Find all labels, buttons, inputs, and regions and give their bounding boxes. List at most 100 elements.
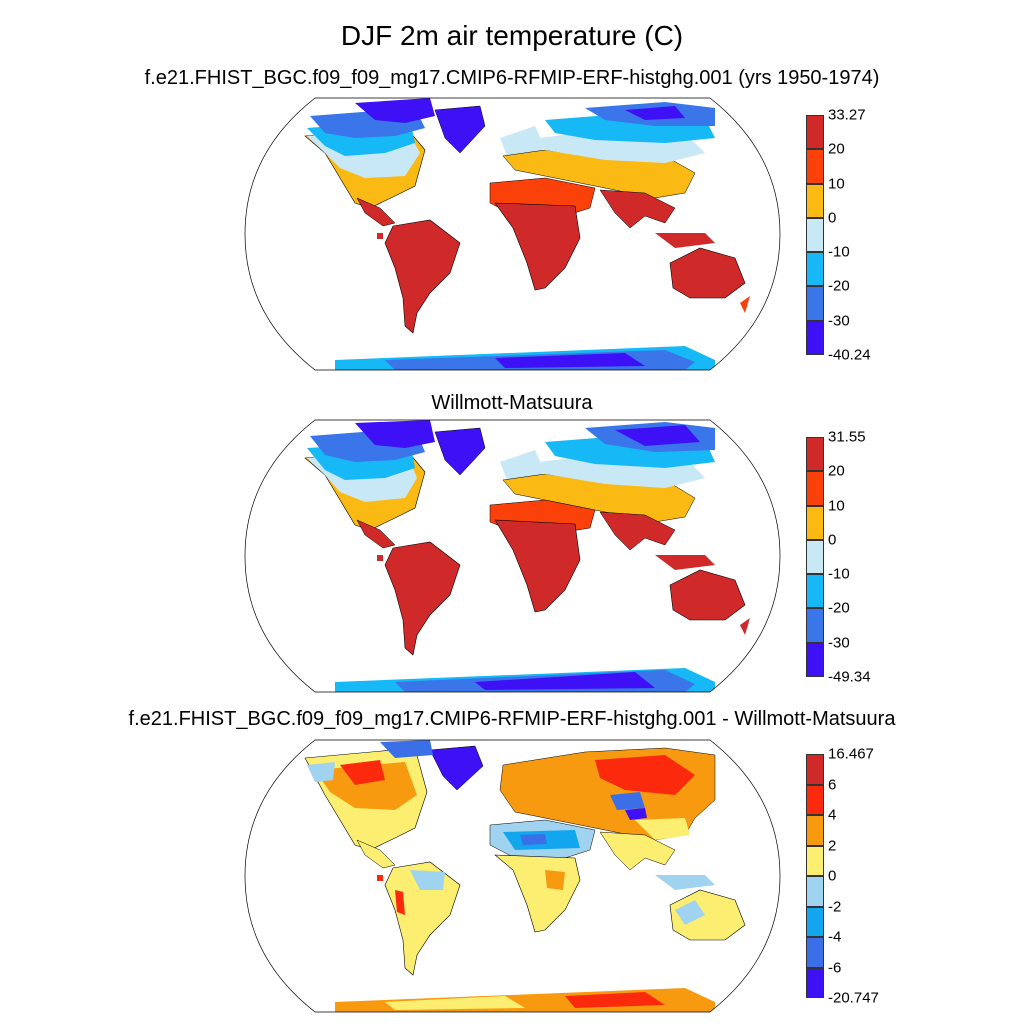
colorbar-swatch: [806, 320, 824, 355]
colorbar-swatch: [806, 115, 824, 150]
colorbar-swatch: [806, 471, 824, 506]
sahara-cold: [520, 834, 547, 845]
colorbar-label: 0: [828, 867, 837, 885]
north-america-hot: [340, 760, 385, 785]
colorbar-label: -49.34: [828, 668, 871, 686]
map-model-temperature: [244, 97, 781, 371]
colorbar-swatch: [806, 437, 824, 472]
colorbar-label: 20: [828, 140, 845, 158]
antarctica-core: [495, 353, 645, 368]
colorbar-swatch: [806, 642, 824, 677]
colorbar-swatch: [806, 608, 824, 643]
colorbar-swatch: [806, 937, 824, 968]
colorbar-label: -30: [828, 634, 850, 652]
siberia-hot: [595, 755, 695, 795]
south-america: [384, 219, 461, 334]
colorbar-swatch: [806, 217, 824, 253]
indonesia: [655, 875, 715, 890]
colorbar-swatch: [806, 906, 824, 937]
colorbar-swatch: [806, 183, 824, 218]
colorbar-label: -20: [828, 599, 850, 617]
south-america: [384, 861, 461, 976]
australia: [669, 889, 746, 941]
colorbar-label: -20.747: [828, 989, 879, 1007]
india-seasia: [599, 831, 676, 871]
colorbar-label: 0: [828, 209, 837, 227]
colorbar-label: 20: [828, 462, 845, 480]
colorbar-label: 4: [828, 806, 837, 824]
colorbar-label: -2: [828, 898, 842, 915]
new-zealand: [740, 618, 750, 635]
colorbar-swatch: [806, 967, 824, 998]
colorbar-swatch: [806, 149, 824, 184]
africa-south: [494, 202, 581, 291]
australia: [669, 247, 746, 299]
south-america: [384, 541, 461, 656]
indonesia: [655, 555, 715, 570]
colorbar-swatch: [806, 539, 824, 575]
colorbar-difference: -20.747 -6 -4 -2 0 2 4 6 16.467: [806, 746, 879, 1007]
colorbar-observed: -49.34 -30 -20 -10 0 10 20 31.55: [806, 429, 871, 686]
greenland: [434, 105, 486, 154]
alaska-cool: [307, 762, 335, 782]
arctic-islands: [355, 98, 435, 123]
map-frame: [244, 419, 781, 693]
antarctica-mild: [385, 996, 525, 1010]
siberia-coldest: [615, 425, 700, 446]
colorbar-swatch: [806, 845, 824, 876]
colorbar-label: -40.24: [828, 346, 871, 364]
colorbar-label: -4: [828, 928, 842, 946]
colorbar-label: 16.467: [828, 745, 874, 763]
central-america: [356, 197, 396, 227]
central-asia-cool: [610, 792, 645, 810]
australia-cool: [675, 900, 705, 925]
panel-1-subtitle: f.e21.FHIST_BGC.f09_f09_mg17.CMIP6-RFMIP…: [144, 67, 880, 89]
colorbar-swatch: [806, 754, 824, 785]
colorbar-label: 2: [828, 837, 837, 854]
north-america-warm: [315, 762, 417, 810]
antarctica: [335, 988, 715, 1012]
australia: [669, 569, 746, 621]
map-temperature-difference: [244, 739, 781, 1013]
europe-cool: [500, 126, 545, 158]
colorbar-label: 6: [828, 776, 837, 793]
andes-hot: [395, 890, 405, 915]
colorbar-swatch: [806, 876, 824, 907]
map-observed-temperature: [244, 419, 781, 693]
page-title: DJF 2m air temperature (C): [340, 20, 684, 51]
colorbar-swatch: [806, 252, 824, 287]
africa-south: [494, 854, 581, 933]
colorbar-label: -30: [828, 312, 850, 330]
india-seasia: [599, 189, 676, 229]
new-zealand: [740, 296, 750, 313]
colorbar-label: 0: [828, 531, 837, 549]
central-america: [356, 519, 396, 549]
colorbar-label: -6: [828, 959, 842, 976]
pacific-island: [377, 875, 383, 881]
siberia-coldest: [625, 106, 685, 120]
south-america-cool: [410, 870, 445, 890]
colorbar-label: -20: [828, 277, 850, 295]
pacific-island: [377, 233, 383, 239]
antarctica-hot: [565, 992, 665, 1008]
colorbar-label: 31.55: [828, 428, 866, 446]
map-frame: [244, 97, 781, 371]
colorbar-swatch: [806, 784, 824, 815]
indonesia: [655, 233, 715, 248]
colorbar-swatch: [806, 286, 824, 321]
antarctica-core: [475, 672, 655, 690]
colorbar-model: -40.24 -30 -20 -10 0 10 20 33.27: [806, 107, 871, 364]
arctic-islands: [355, 420, 435, 448]
colorbar-label: -10: [828, 243, 850, 261]
panel-3-subtitle: f.e21.FHIST_BGC.f09_f09_mg17.CMIP6-RFMIP…: [128, 708, 896, 730]
pacific-island: [377, 555, 383, 561]
colorbar-swatch: [806, 505, 824, 540]
colorbar-label: 33.27: [828, 106, 866, 124]
colorbar-label: -10: [828, 565, 850, 583]
map-frame: [244, 739, 781, 1013]
india-seasia: [599, 511, 676, 551]
himalaya-cold: [625, 808, 647, 820]
colorbar-swatch: [806, 815, 824, 846]
greenland: [434, 427, 486, 476]
colorbar-label: 10: [828, 175, 845, 193]
